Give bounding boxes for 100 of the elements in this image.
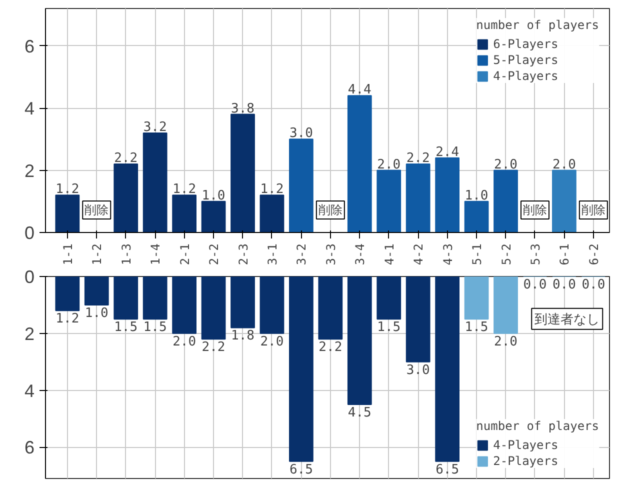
bar	[318, 276, 343, 340]
data-label: 3.8	[231, 101, 254, 116]
data-label: 1.2	[56, 182, 80, 198]
x-tick-label: 2-3	[236, 243, 250, 266]
bar	[376, 170, 402, 232]
x-tick-label: 4-3	[440, 243, 455, 266]
annotation: 削除	[84, 203, 109, 218]
legend-label: 5-Players	[493, 53, 558, 67]
annotation: 削除	[581, 203, 606, 218]
data-label: 2.0	[260, 334, 284, 350]
x-tick-label: 3-2	[294, 243, 309, 266]
data-label: 2.2	[202, 340, 226, 356]
data-label: 2.2	[114, 151, 138, 166]
y-tick-label: 0	[24, 267, 35, 287]
bar	[289, 138, 314, 232]
bar	[172, 276, 196, 334]
x-tick-label: 5-2	[499, 243, 514, 266]
annotation: 削除	[318, 203, 342, 218]
bar	[114, 276, 138, 320]
bar	[552, 170, 576, 232]
legend-title: number of players	[476, 419, 599, 433]
bar	[494, 276, 518, 334]
x-tick-label: 6-1	[558, 243, 572, 266]
bar	[435, 157, 460, 232]
bar	[230, 114, 255, 232]
data-label: 0.0	[552, 278, 576, 292]
bar	[464, 276, 489, 320]
bar	[347, 95, 372, 232]
y-tick-label: 6	[24, 438, 35, 458]
bar	[260, 194, 284, 232]
y-tick-label: 4	[24, 380, 35, 401]
y-tick-label: 2	[24, 324, 35, 344]
data-label: 0.0	[523, 278, 547, 292]
bar	[142, 132, 168, 232]
data-label: 1.0	[464, 188, 488, 204]
data-label: 1.5	[377, 320, 401, 336]
data-label: 2.0	[494, 334, 518, 350]
bar	[55, 194, 80, 232]
data-label: 1.2	[172, 182, 196, 198]
data-label: 3.0	[406, 362, 430, 378]
data-label: 2.4	[436, 144, 460, 160]
data-label: 6.5	[436, 462, 460, 478]
x-tick-label: 1-2	[90, 243, 104, 266]
bar	[494, 170, 518, 232]
legend-label: 6-Players	[493, 37, 558, 51]
data-label: 2.0	[172, 334, 196, 350]
y-tick-label: 6	[24, 36, 35, 56]
bar	[376, 276, 402, 320]
bar	[142, 276, 168, 320]
bar	[347, 276, 372, 406]
bar	[201, 276, 226, 340]
data-label: 4.4	[348, 82, 372, 98]
bar	[201, 200, 226, 232]
data-label: 1.5	[143, 320, 167, 336]
bar	[114, 164, 138, 232]
x-tick-label: 2-2	[207, 243, 222, 266]
x-tick-label: 2-1	[178, 243, 192, 266]
data-label: 2.0	[377, 157, 401, 172]
y-tick-label: 0	[24, 223, 35, 243]
bar	[406, 164, 430, 232]
bar	[289, 276, 314, 462]
x-tick-label: 4-1	[382, 243, 396, 266]
bar	[55, 276, 80, 312]
legend-label: 2-Players	[493, 454, 558, 468]
x-tick-label: 1-1	[60, 243, 75, 266]
x-tick-label: 3-4	[353, 243, 368, 266]
data-label: 0.0	[582, 278, 606, 292]
bar	[84, 276, 109, 306]
x-tick-label: 4-2	[412, 243, 426, 266]
x-tick-label: 1-3	[119, 243, 134, 266]
data-label: 1.0	[84, 306, 108, 321]
data-label: 2.0	[552, 157, 576, 172]
y-tick-label: 2	[24, 160, 35, 181]
data-label: 1.8	[231, 328, 254, 344]
data-label: 1.2	[56, 312, 80, 327]
bar	[435, 276, 460, 462]
annotation: 到達者なし	[534, 311, 600, 326]
x-tick-label: 5-3	[528, 243, 542, 266]
x-tick-label: 3-3	[324, 243, 338, 266]
data-label: 1.5	[114, 320, 138, 336]
legend-title: number of players	[476, 18, 599, 32]
bar	[230, 276, 255, 328]
legend-label: 4-Players	[493, 438, 558, 452]
data-label: 1.0	[202, 188, 226, 204]
data-label: 3.2	[143, 120, 167, 135]
legend-label: 4-Players	[493, 69, 558, 83]
data-label: 1.5	[464, 320, 488, 336]
data-label: 2.2	[318, 340, 342, 356]
bar	[260, 276, 284, 334]
annotation: 削除	[522, 203, 547, 218]
bar	[172, 194, 196, 232]
data-label: 2.2	[406, 151, 430, 166]
data-label: 6.5	[289, 462, 313, 478]
bar	[464, 200, 489, 232]
x-tick-label: 3-1	[265, 243, 280, 266]
data-label: 1.2	[260, 182, 284, 198]
data-label: 4.5	[348, 406, 372, 421]
x-tick-label: 5-1	[470, 243, 484, 266]
data-label: 3.0	[289, 126, 313, 142]
x-tick-label: 6-2	[586, 243, 601, 266]
